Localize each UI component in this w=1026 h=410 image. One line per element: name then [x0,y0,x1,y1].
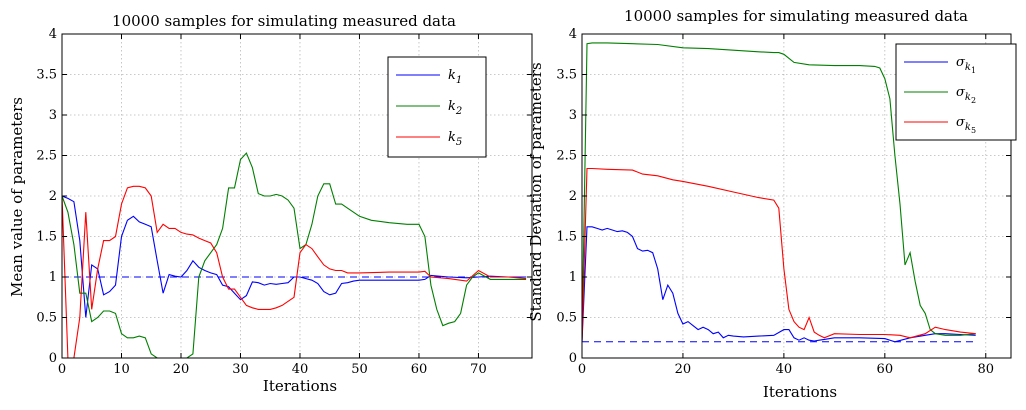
x-tick-label: 60 [877,362,894,377]
y-tick-label: 1 [569,270,577,285]
x-axis-label: Iterations [763,383,837,401]
y-tick-label: 3.5 [556,68,577,83]
chart-title: 10000 samples for simulating measured da… [112,12,456,30]
y-tick-label: 2.5 [556,149,577,164]
x-tick-label: 50 [351,362,368,377]
x-tick-label: 0 [58,362,66,377]
x-tick-label: 70 [470,362,487,377]
y-tick-label: 3 [569,108,577,123]
x-tick-label: 20 [173,362,190,377]
legend-label-2: σk2 [956,85,976,105]
y-tick-label: 1.5 [556,230,577,245]
y-tick-label: 1.5 [36,230,57,245]
x-tick-label: 30 [232,362,249,377]
x-tick-label: 60 [411,362,428,377]
legend-label-3: σk5 [956,115,976,135]
legend-label-3: k5 [448,130,462,148]
y-tick-label: 0 [49,351,57,366]
y-tick-label: 2.5 [36,149,57,164]
series-line-3 [62,185,527,359]
series-line-3 [582,167,976,342]
y-axis-label: Standard Deviation of parameters [527,62,545,321]
y-tick-label: 3 [49,108,57,123]
x-axis-label: Iterations [263,377,337,395]
x-tick-label: 0 [578,362,586,377]
x-tick-label: 20 [675,362,692,377]
series-line-1 [62,195,527,318]
mean-value-chart: 10000 samples for simulating measured da… [8,12,533,395]
y-tick-label: 0.5 [36,311,57,326]
x-tick-label: 80 [977,362,994,377]
y-tick-label: 1 [49,270,57,285]
legend-label-1: k1 [448,68,462,86]
x-tick-label: 40 [292,362,309,377]
y-tick-label: 2 [49,189,57,204]
legend-label-1: σk1 [956,55,976,75]
y-tick-label: 2 [569,189,577,204]
x-tick-label: 10 [113,362,130,377]
legend-label-2: k2 [448,99,462,117]
series-line-1 [582,226,976,343]
y-tick-label: 4 [49,27,57,42]
y-axis-label: Mean value of parameters [8,97,26,297]
legend-box [387,56,487,158]
std-deviation-chart: 10000 samples for simulating measured da… [527,7,1017,401]
chart-title: 10000 samples for simulating measured da… [624,7,968,25]
series-line-2 [582,42,976,342]
series-line-2 [62,152,527,359]
y-tick-label: 0 [569,351,577,366]
legend: σk1 σk2 σk5 [895,43,1017,141]
y-tick-label: 3.5 [36,68,57,83]
legend: k1 k2 k5 [387,56,487,158]
x-tick-label: 40 [776,362,793,377]
y-tick-label: 4 [569,27,577,42]
y-tick-label: 0.5 [556,311,577,326]
